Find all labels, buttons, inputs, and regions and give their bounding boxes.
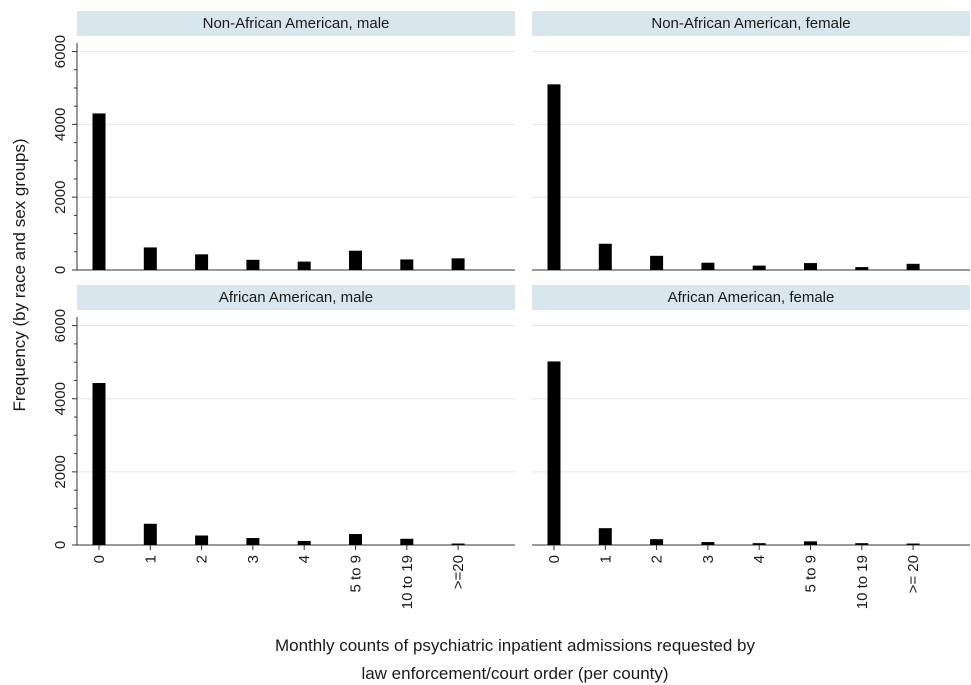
bar <box>547 361 561 545</box>
x-tick-label: 2 <box>649 555 666 563</box>
bar <box>451 258 465 270</box>
bar <box>598 528 612 545</box>
panel-strip <box>77 11 515 36</box>
bar <box>246 538 260 545</box>
bar <box>547 84 561 270</box>
x-tick-label: 10 to 19 <box>399 555 416 609</box>
bar <box>297 540 311 545</box>
bar <box>906 543 920 545</box>
y-tick-label: 2000 <box>52 455 69 488</box>
y-tick-label: 6000 <box>52 35 69 68</box>
bar <box>752 265 766 270</box>
panel-strip <box>532 11 970 36</box>
bar <box>195 535 209 545</box>
panel-title: African American, male <box>219 289 373 306</box>
bar <box>400 259 414 270</box>
bar <box>650 539 664 545</box>
y-tick-label: 6000 <box>52 309 69 342</box>
bar <box>804 541 817 545</box>
x-tick-label: 0 <box>546 555 563 563</box>
bar <box>195 254 209 270</box>
y-tick-label: 2000 <box>52 181 69 214</box>
x-tick-label: 0 <box>91 555 108 563</box>
x-tick-label: 4 <box>296 555 313 563</box>
x-tick-label: 3 <box>700 555 717 563</box>
bar <box>92 113 106 270</box>
x-tick-label: 10 to 19 <box>854 555 871 609</box>
x-axis-title-line-1: Monthly counts of psychiatric inpatient … <box>275 636 756 655</box>
x-tick-label: 1 <box>597 555 614 563</box>
x-tick-label: >= 20 <box>905 555 922 593</box>
x-tick-label: 4 <box>751 555 768 563</box>
bar <box>143 247 157 270</box>
bar <box>650 255 664 270</box>
bar <box>701 542 715 545</box>
x-axis-title-line-2: law enforcement/court order (per county) <box>361 664 668 683</box>
x-tick-label: 5 to 9 <box>803 555 820 593</box>
panel-strip <box>77 285 515 310</box>
bar <box>92 383 106 545</box>
y-tick-label: 4000 <box>52 382 69 415</box>
bar <box>400 538 414 545</box>
panel-3: African American, male 0 2000 4000 6000 0 1 2 3 4… <box>52 285 515 609</box>
bar <box>143 523 157 545</box>
y-tick-label: 0 <box>52 266 69 274</box>
bar <box>598 243 612 270</box>
x-tick-label: 2 <box>194 555 211 563</box>
panel-2: Non-African American, female <box>532 11 970 271</box>
bar <box>855 267 869 270</box>
panel-title: Non-African American, male <box>203 15 390 32</box>
x-tick-label: 3 <box>245 555 262 563</box>
bar <box>855 543 869 545</box>
y-axis-title: Frequency (by race and sex groups) <box>10 138 29 411</box>
bar <box>906 263 920 270</box>
bar <box>804 263 817 270</box>
bar <box>246 259 260 270</box>
x-tick-label: >=20 <box>450 555 467 589</box>
bar <box>752 543 766 545</box>
bar <box>297 261 311 270</box>
panel-1: Non-African American, male 0 2000 4000 6000 <box>52 11 515 274</box>
panel-4: African American, female 0 1 2 3 4 5 to 9 10 to… <box>532 285 970 609</box>
y-tick-label: 0 <box>52 541 69 549</box>
panel-title: African American, female <box>668 289 835 306</box>
y-tick-label: 4000 <box>52 108 69 141</box>
chart-panels: Non-African American, male0200040006000N… <box>52 11 970 609</box>
x-tick-label: 1 <box>142 555 159 563</box>
bar <box>451 543 465 545</box>
bar <box>349 250 362 270</box>
bar <box>701 262 715 270</box>
x-tick-label: 5 to 9 <box>348 555 365 593</box>
panel-strip <box>532 285 970 310</box>
bar <box>349 534 362 545</box>
panel-title: Non-African American, female <box>651 15 850 32</box>
